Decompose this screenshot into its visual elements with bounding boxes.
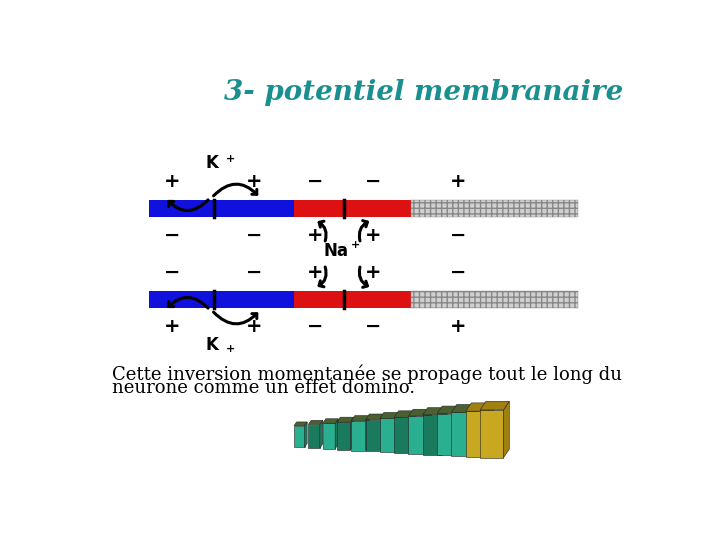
Bar	[294, 291, 411, 308]
Text: Na: Na	[323, 242, 348, 260]
Bar	[394, 417, 412, 453]
Bar	[451, 413, 473, 456]
Text: −: −	[365, 318, 382, 336]
Bar	[351, 421, 366, 450]
Polygon shape	[503, 401, 509, 458]
Text: −: −	[307, 172, 323, 191]
Text: +: +	[307, 226, 323, 245]
Text: +: +	[164, 318, 181, 336]
Text: +: +	[450, 318, 467, 336]
Text: −: −	[365, 172, 382, 191]
Polygon shape	[423, 408, 447, 415]
Text: Cette inversion momentanée se propage tout le long du: Cette inversion momentanée se propage to…	[112, 364, 622, 384]
Text: −: −	[164, 226, 181, 245]
Text: +: +	[226, 154, 235, 164]
Text: +: +	[226, 344, 235, 354]
Polygon shape	[308, 420, 323, 424]
Bar	[411, 199, 578, 217]
Bar	[308, 424, 320, 448]
Polygon shape	[320, 420, 323, 448]
Polygon shape	[305, 422, 307, 447]
Polygon shape	[458, 406, 463, 455]
Polygon shape	[427, 409, 431, 454]
Polygon shape	[396, 413, 400, 452]
Bar	[466, 411, 488, 457]
Bar	[380, 418, 396, 452]
Text: neurone comme un effet domino.: neurone comme un effet domino.	[112, 379, 415, 397]
Text: +: +	[246, 318, 263, 336]
Polygon shape	[351, 416, 369, 421]
Text: +: +	[307, 263, 323, 282]
Bar	[480, 410, 503, 458]
Text: K: K	[205, 154, 218, 172]
Bar	[337, 422, 351, 450]
Bar	[411, 291, 578, 308]
Text: K: K	[205, 336, 218, 354]
Polygon shape	[323, 419, 338, 423]
Text: −: −	[307, 318, 323, 336]
Text: 3- potentiel membranaire: 3- potentiel membranaire	[224, 79, 624, 106]
Bar	[148, 199, 294, 217]
Text: +: +	[450, 172, 467, 191]
Polygon shape	[366, 414, 385, 420]
Bar	[323, 423, 335, 449]
Polygon shape	[488, 403, 494, 457]
Polygon shape	[394, 411, 416, 417]
Polygon shape	[480, 401, 509, 410]
Polygon shape	[381, 414, 385, 451]
Text: −: −	[450, 263, 467, 282]
Polygon shape	[366, 416, 369, 450]
Text: −: −	[246, 226, 263, 245]
Polygon shape	[473, 404, 478, 456]
Polygon shape	[466, 403, 494, 411]
Polygon shape	[412, 411, 416, 453]
Text: −: −	[246, 263, 263, 282]
Polygon shape	[442, 408, 447, 455]
Text: +: +	[351, 240, 360, 250]
Text: +: +	[365, 226, 382, 245]
Polygon shape	[437, 406, 463, 414]
Text: −: −	[450, 226, 467, 245]
Bar	[408, 416, 427, 454]
Polygon shape	[351, 417, 354, 450]
Polygon shape	[451, 404, 478, 413]
Bar	[294, 199, 411, 217]
Bar	[148, 291, 294, 308]
Bar	[366, 420, 381, 451]
Polygon shape	[294, 422, 307, 426]
Polygon shape	[408, 409, 431, 416]
Text: −: −	[164, 263, 181, 282]
Bar	[294, 426, 305, 447]
Text: +: +	[365, 263, 382, 282]
Polygon shape	[380, 413, 400, 418]
Bar	[437, 414, 458, 455]
Text: +: +	[164, 172, 181, 191]
Bar	[423, 415, 442, 455]
Text: +: +	[246, 172, 263, 191]
Polygon shape	[337, 417, 354, 422]
Polygon shape	[335, 419, 338, 449]
